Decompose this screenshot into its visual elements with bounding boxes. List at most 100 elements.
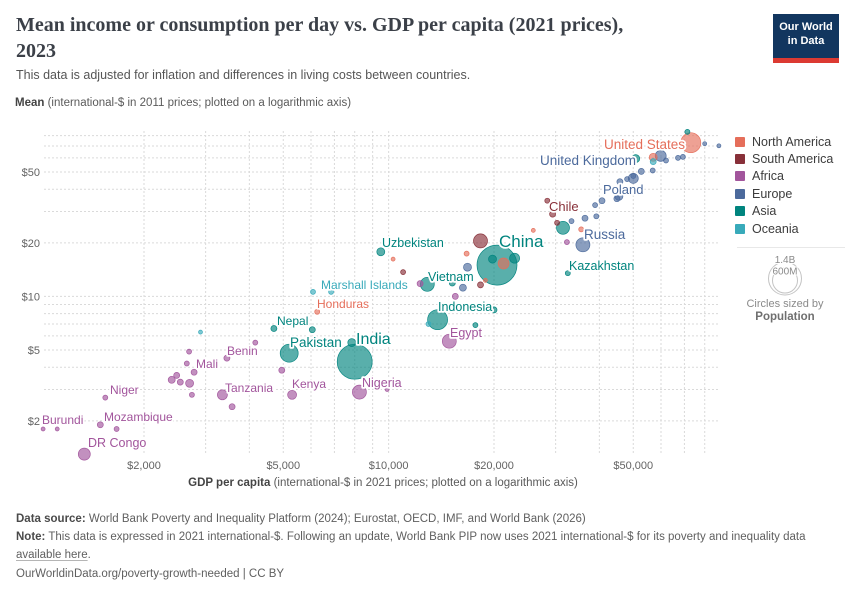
country-label-pakistan[interactable]: Pakistan xyxy=(288,333,343,352)
data-point-mozambique[interactable] xyxy=(96,421,104,429)
data-point-india[interactable] xyxy=(336,343,373,380)
country-label-mozambique[interactable]: Mozambique xyxy=(102,408,175,426)
data-point-egypt[interactable] xyxy=(441,333,457,349)
data-point[interactable] xyxy=(473,233,488,249)
data-point[interactable] xyxy=(451,293,459,300)
data-point[interactable] xyxy=(556,220,570,235)
available-here-link[interactable]: available here xyxy=(16,549,88,561)
data-point[interactable] xyxy=(684,129,691,135)
country-label-tanzania[interactable]: Tanzania xyxy=(223,379,275,397)
legend-item-oceania[interactable]: Oceania xyxy=(735,220,833,237)
country-label-honduras[interactable]: Honduras xyxy=(315,295,371,313)
country-label-dr-congo[interactable]: DR Congo xyxy=(86,434,148,452)
country-label-egypt[interactable]: Egypt xyxy=(448,324,484,342)
data-point[interactable] xyxy=(190,368,198,376)
data-point[interactable] xyxy=(173,372,181,379)
data-point[interactable] xyxy=(554,219,560,226)
data-point[interactable] xyxy=(663,157,669,164)
data-point-benin[interactable] xyxy=(223,354,231,362)
data-point[interactable] xyxy=(490,306,498,314)
data-point-nigeria[interactable] xyxy=(352,384,367,400)
data-point-dr-congo[interactable] xyxy=(77,447,91,461)
data-point[interactable] xyxy=(448,279,456,287)
data-point[interactable] xyxy=(649,167,656,174)
data-point[interactable] xyxy=(463,262,472,272)
country-label-benin[interactable]: Benin xyxy=(225,342,259,360)
data-point[interactable] xyxy=(477,281,484,289)
data-point-burundi[interactable] xyxy=(40,426,46,432)
data-point[interactable] xyxy=(680,154,686,160)
legend-item-asia[interactable]: Asia xyxy=(735,203,833,220)
data-point[interactable] xyxy=(310,289,316,295)
country-label-united-states[interactable]: United States xyxy=(602,135,687,154)
data-point-russia[interactable] xyxy=(575,237,591,253)
data-point[interactable] xyxy=(509,252,520,264)
data-point-kenya[interactable] xyxy=(287,389,297,400)
country-label-russia[interactable]: Russia xyxy=(582,225,627,244)
country-label-niger[interactable]: Niger xyxy=(108,381,140,399)
data-point[interactable] xyxy=(593,213,600,220)
country-label-poland[interactable]: Poland xyxy=(601,180,645,199)
country-label-united-kingdom[interactable]: United Kingdom xyxy=(538,151,638,170)
data-point[interactable] xyxy=(616,178,624,186)
data-point[interactable] xyxy=(637,168,645,175)
data-point[interactable] xyxy=(278,366,286,374)
data-point[interactable] xyxy=(530,228,536,233)
data-point[interactable] xyxy=(592,202,598,208)
data-point[interactable] xyxy=(581,214,589,222)
data-point[interactable] xyxy=(390,256,396,262)
country-label-indonesia[interactable]: Indonesia xyxy=(436,298,494,316)
data-point-uzbekistan[interactable] xyxy=(376,247,386,257)
data-point[interactable] xyxy=(198,329,203,335)
data-point-honduras[interactable] xyxy=(314,308,321,315)
country-label-marshall-islands[interactable]: Marshall Islands xyxy=(319,276,409,294)
data-point-marshall-islands[interactable] xyxy=(328,289,334,295)
data-point[interactable] xyxy=(400,269,406,275)
data-point-kazakhstan[interactable] xyxy=(564,270,571,277)
data-point[interactable] xyxy=(459,283,467,292)
data-point[interactable] xyxy=(472,322,479,328)
data-point[interactable] xyxy=(189,391,195,398)
data-point[interactable] xyxy=(613,195,621,203)
data-point[interactable] xyxy=(564,239,570,245)
legend-item-north-america[interactable]: North America xyxy=(735,133,833,150)
country-label-kenya[interactable]: Kenya xyxy=(290,375,328,393)
country-label-nigeria[interactable]: Nigeria xyxy=(360,374,403,392)
country-label-kazakhstan[interactable]: Kazakhstan xyxy=(567,257,636,275)
data-point-united-states[interactable] xyxy=(680,132,702,154)
data-point[interactable] xyxy=(568,218,575,224)
data-point[interactable] xyxy=(630,173,637,179)
data-point[interactable] xyxy=(425,321,432,327)
data-point-chile[interactable] xyxy=(549,210,556,218)
country-label-mali[interactable]: Mali xyxy=(194,355,220,373)
data-point[interactable] xyxy=(252,339,259,346)
data-point[interactable] xyxy=(675,155,681,161)
data-point[interactable] xyxy=(347,338,357,347)
country-label-chile[interactable]: Chile xyxy=(547,197,580,216)
data-point[interactable] xyxy=(649,158,657,165)
data-point-indonesia[interactable] xyxy=(427,309,448,331)
data-point[interactable] xyxy=(186,348,192,355)
data-point[interactable] xyxy=(624,176,630,182)
data-point[interactable] xyxy=(54,426,60,432)
country-label-burundi[interactable]: Burundi xyxy=(40,411,85,429)
data-point[interactable] xyxy=(716,143,722,149)
country-label-nepal[interactable]: Nepal xyxy=(275,312,310,330)
legend-item-africa[interactable]: Africa xyxy=(735,168,833,185)
data-point[interactable] xyxy=(702,141,708,147)
country-label-india[interactable]: India xyxy=(354,329,392,350)
data-point[interactable] xyxy=(497,257,510,270)
owid-logo[interactable]: Our World in Data xyxy=(773,14,839,63)
data-point[interactable] xyxy=(631,154,641,163)
country-label-uzbekistan[interactable]: Uzbekistan xyxy=(380,234,445,252)
data-point-tanzania[interactable] xyxy=(217,389,228,401)
legend-item-south-america[interactable]: South America xyxy=(735,150,833,167)
country-label-vietnam[interactable]: Vietnam xyxy=(426,268,475,286)
data-point[interactable] xyxy=(483,278,488,283)
data-point[interactable] xyxy=(416,280,424,287)
data-point[interactable] xyxy=(176,378,184,386)
data-point-mali[interactable] xyxy=(183,360,190,367)
data-point[interactable] xyxy=(578,226,585,233)
data-point-nepal[interactable] xyxy=(270,325,278,332)
data-point[interactable] xyxy=(185,378,194,388)
